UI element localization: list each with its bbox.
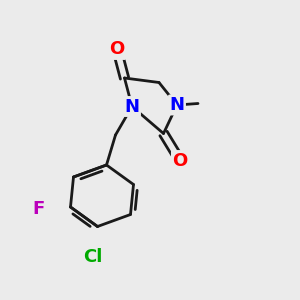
Text: N: N (169, 96, 184, 114)
Text: O: O (110, 40, 124, 58)
Text: N: N (124, 98, 140, 116)
Text: O: O (172, 152, 188, 169)
Text: Cl: Cl (83, 248, 103, 266)
Text: F: F (33, 200, 45, 217)
